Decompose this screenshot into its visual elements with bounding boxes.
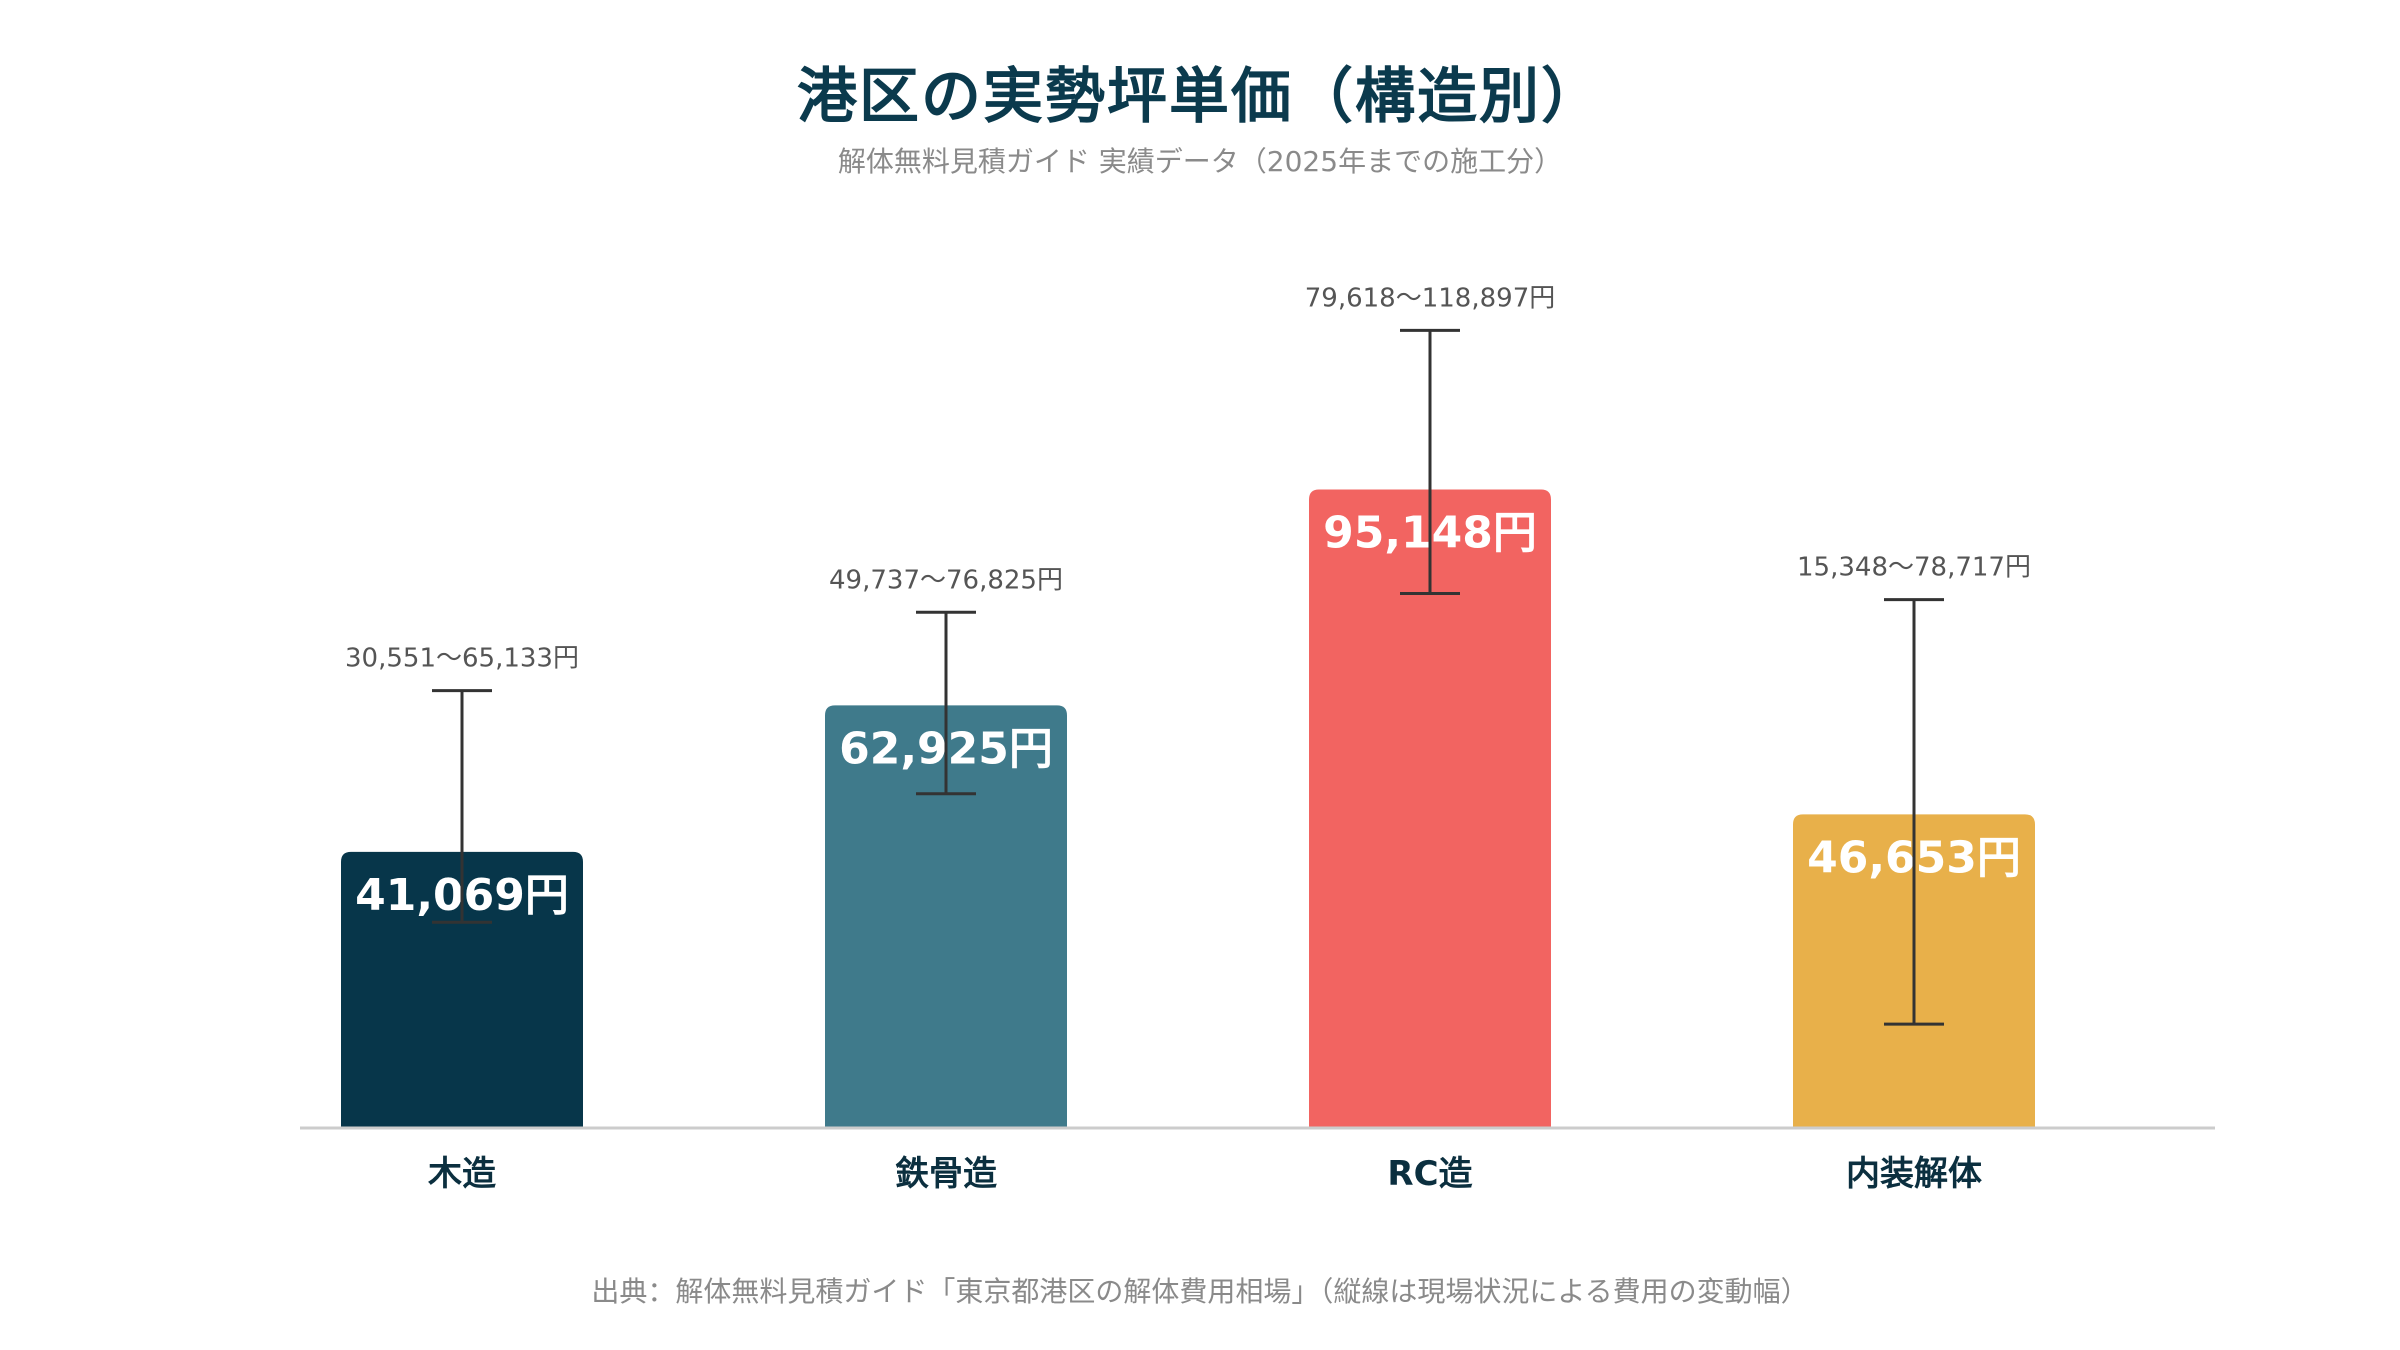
source-note: 出典：解体無料見積ガイド「東京都港区の解体費用相場」（縦線は現場状況による費用の… <box>591 1275 1809 1308</box>
bar-2 <box>825 705 1067 1127</box>
category-label: 木造 <box>427 1154 496 1194</box>
chart-title: 港区の実勢坪単価（構造別） <box>797 62 1603 132</box>
range-label: 49,737〜76,825円 <box>829 565 1063 595</box>
chart-subtitle: 解体無料見積ガイド 実績データ（2025年までの施工分） <box>837 145 1563 178</box>
category-label: RC造 <box>1387 1154 1472 1194</box>
bar-1 <box>341 851 583 1127</box>
bar-3 <box>1309 489 1551 1127</box>
range-label: 79,618〜118,897円 <box>1305 283 1556 313</box>
category-label: 鉄骨造 <box>895 1154 997 1194</box>
range-label: 30,551〜65,133円 <box>345 644 579 674</box>
range-label: 15,348〜78,717円 <box>1797 553 2031 583</box>
category-label: 内装解体 <box>1846 1154 1982 1194</box>
